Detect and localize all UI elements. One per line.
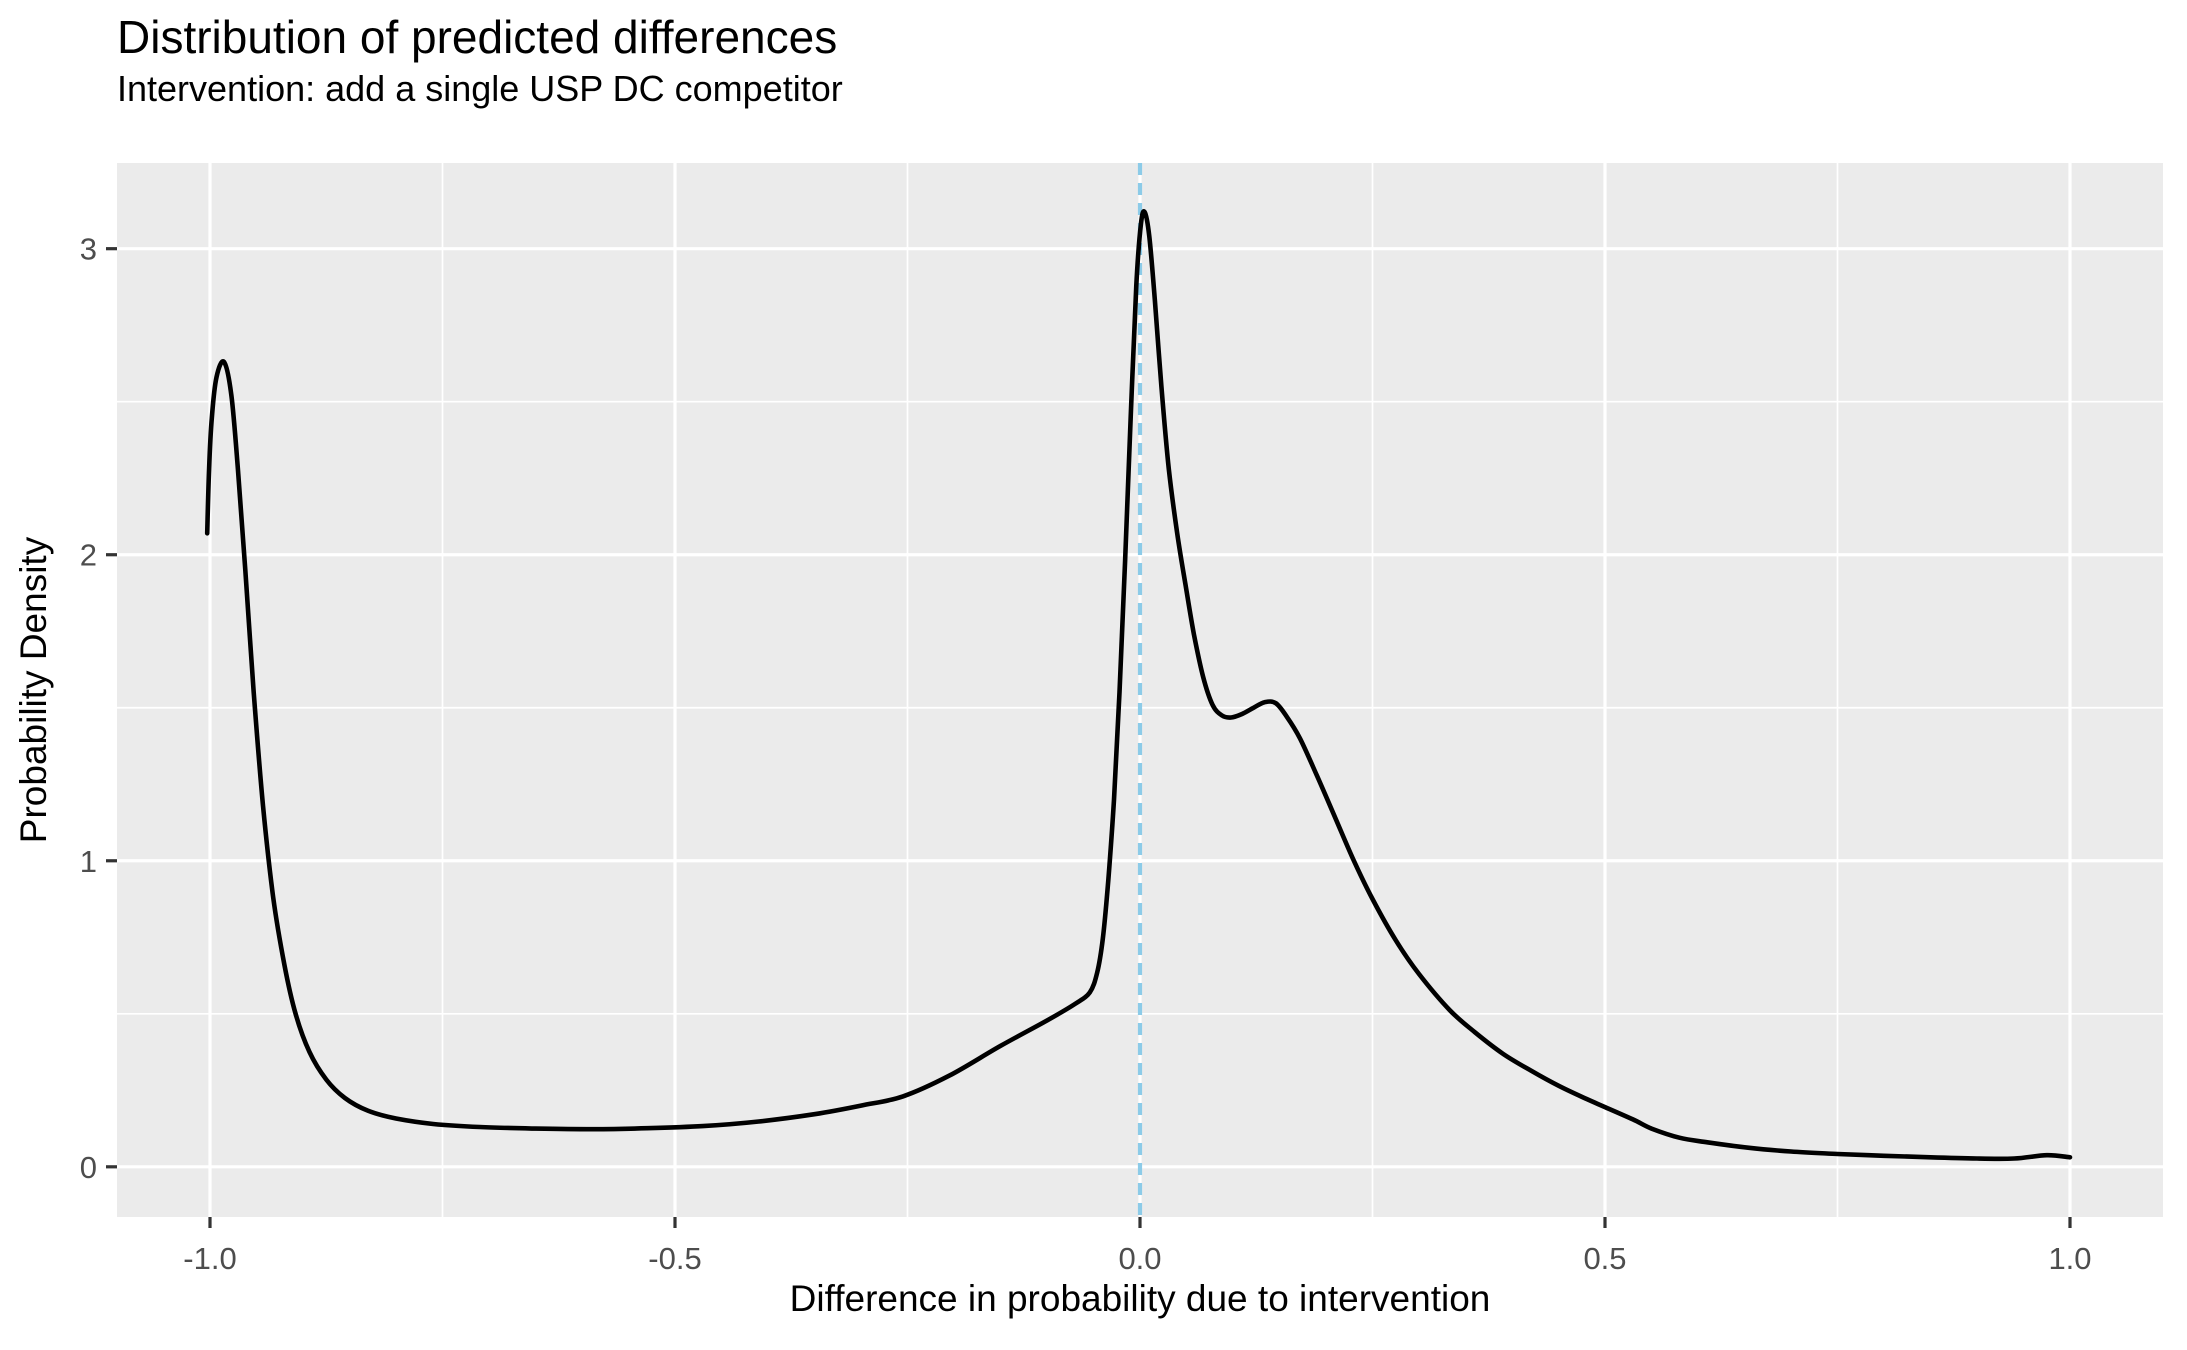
x-tick-label: 1.0: [2048, 1241, 2091, 1276]
x-axis-title: Difference in probability due to interve…: [789, 1278, 1491, 1319]
x-tick-labels: -1.0 -0.5 0.0 0.5 1.0: [183, 1241, 2091, 1276]
y-tick-label: 3: [80, 232, 97, 267]
chart-title: Distribution of predicted differences: [117, 11, 838, 63]
y-tick-label: 2: [80, 538, 97, 573]
x-tick-label: -0.5: [648, 1241, 701, 1276]
x-tick-label: 0.0: [1118, 1241, 1161, 1276]
y-tick-label: 1: [80, 844, 97, 879]
axis-ticks: [106, 247, 2072, 1228]
chart-subtitle: Intervention: add a single USP DC compet…: [117, 68, 843, 109]
x-tick-label: -1.0: [183, 1241, 236, 1276]
y-axis-title: Probability Density: [13, 536, 54, 844]
density-curve: [204, 209, 2073, 1162]
y-tick-label: 0: [80, 1150, 97, 1185]
x-tick-label: 0.5: [1583, 1241, 1626, 1276]
y-tick-labels: 0 1 2 3: [80, 232, 97, 1185]
